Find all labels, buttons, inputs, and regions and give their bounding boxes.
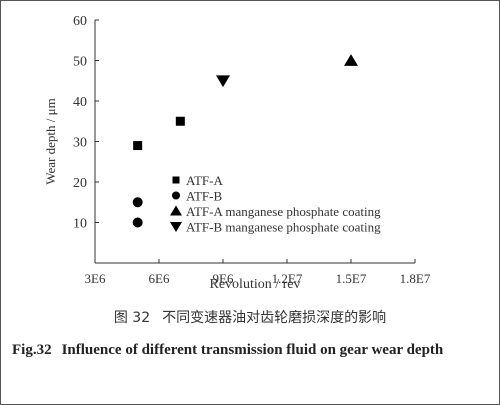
legend-marker-square [172, 176, 180, 184]
legend-label: ATF-B [186, 189, 222, 204]
y-tick-label: 10 [73, 217, 87, 232]
x-tick-label: 3E6 [85, 271, 106, 286]
legend-marker-circle [172, 191, 180, 200]
data-point-triangle-down [216, 75, 230, 88]
scatter-chart: 10 20 30 40 50 60 3E6 6E6 9E6 1.2E7 1.5E7 1.8E7 Revo… [43, 14, 431, 292]
legend-label: ATF-A [186, 173, 223, 188]
y-tick-label: 20 [73, 176, 87, 191]
data-point-square [175, 116, 185, 126]
data-point-triangle-up [344, 54, 358, 66]
caption-chinese-number: 图 32 [113, 310, 151, 326]
data-point-circle [132, 217, 143, 228]
x-tick-label: 1.5E7 [336, 271, 367, 286]
x-tick-label: 6E6 [149, 271, 170, 286]
y-tick-label: 60 [73, 14, 87, 29]
caption-english: Fig.32 Influence of different transmissio… [12, 339, 492, 361]
x-axis-label: Revolution / rev [210, 277, 301, 292]
data-point-circle [132, 197, 143, 208]
caption-english-number: Fig.32 [12, 342, 52, 358]
caption-chinese: 图 32 不同变速器油对齿轮磨损深度的影响 [0, 307, 500, 327]
x-tick-label: 1.2E7 [272, 271, 303, 286]
y-tick-label: 50 [73, 55, 87, 70]
x-tick-label: 9E6 [213, 271, 234, 286]
legend-label: ATF-B manganese phosphate coating [186, 220, 381, 235]
legend-label: ATF-A manganese phosphate coating [186, 204, 381, 219]
legend-marker-triangle-up [170, 205, 182, 216]
caption-chinese-text: 不同变速器油对齿轮磨损深度的影响 [162, 310, 387, 326]
data-point-square [133, 141, 143, 151]
y-tick-label: 30 [73, 136, 87, 151]
caption-english-text: Influence of different transmission flui… [61, 342, 444, 358]
legend-marker-triangle-down [170, 222, 182, 232]
y-axis-label: Wear depth / μm [43, 98, 58, 184]
y-tick-label: 40 [73, 95, 87, 110]
x-tick-label: 1.8E7 [400, 271, 431, 286]
